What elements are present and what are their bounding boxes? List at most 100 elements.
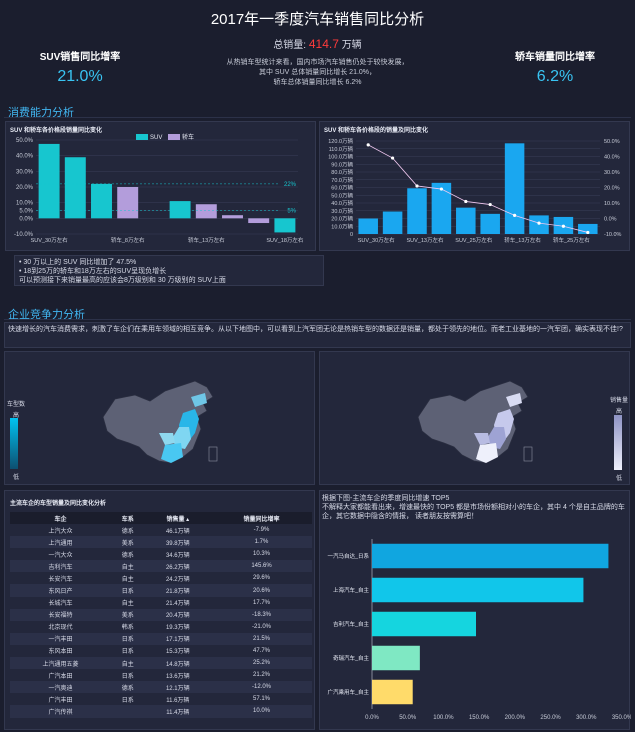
chart1-bar: [117, 187, 139, 219]
table-row: 长安福特 美系 20.4万辆 -18.3%: [10, 608, 312, 621]
table-cell: 17.7%: [253, 599, 271, 606]
table-cell: 一汽大众: [48, 552, 73, 559]
chart3-xtick: 250.0%: [540, 715, 561, 721]
chart1-ytick: -10.0%: [14, 232, 34, 238]
table-cell: 广汽丰田: [48, 697, 73, 704]
chart2-line-point: [366, 143, 370, 147]
table-cell: 日系: [110, 632, 145, 645]
chart3-xtick: 100.0%: [433, 715, 454, 721]
sedan-kpi-label: 轿车销量同比增率: [515, 52, 595, 63]
sales-table: 车企 车系 销售量 ▴ 销量同比增率 上汽大众 德系 46.1万辆 -7.9% 上汽通用 美系 3…: [10, 512, 312, 718]
table-cell: 日系: [121, 649, 134, 656]
table-header-cell: 车企: [10, 512, 111, 524]
table-cell: 自主: [121, 576, 134, 583]
table-row: 长安汽车 自主 24.2万辆 29.6%: [10, 572, 312, 584]
chart1-xtick: SUV_18万左右: [266, 236, 303, 244]
table-header-cell[interactable]: 销售量 ▴: [144, 512, 212, 524]
chart3-category-label: 广汽乘用车_自主: [327, 688, 369, 696]
chart1-bar: [169, 201, 191, 219]
sales-table-panel: 主流车企的车型销量及同比变化分析 车企 车系 销售量 ▴ 销量同比增率 上汽大众 德系 4…: [4, 490, 315, 730]
table-cell: 11.6万辆: [166, 697, 190, 704]
table-cell: 24.2万辆: [165, 576, 190, 583]
chart2-ytick-left: 110.0万辆: [329, 145, 354, 153]
chart2-line: [368, 144, 588, 233]
chart1-bar: [222, 215, 243, 219]
chart2-ytick-left: 0: [350, 232, 353, 238]
map-right-high: 高: [616, 409, 623, 415]
chart2-ytick-left: 120.0万辆: [328, 137, 353, 145]
chart2-svg: 0 10.0万辆20.0万辆30.0万辆40.0万辆50.0万辆60.0万辆70.…: [328, 137, 621, 244]
chart1-bar: [195, 204, 217, 219]
chart3-category-label: 奇瑞汽车_自主: [333, 654, 370, 662]
chart1-ref-label: 22%: [284, 182, 297, 188]
chart2-line-point: [391, 156, 395, 160]
chart2-ytick-right: 10.0%: [604, 201, 620, 207]
chart3-xtick: 150.0%: [469, 715, 490, 721]
chart2-line-point: [415, 184, 419, 188]
chart3-xtick: 50.0%: [399, 715, 417, 721]
chart2-ytick-left: 90.0万辆: [331, 160, 353, 168]
table-cell: 29.6%: [253, 575, 271, 582]
page-title: 2017年一季度汽车销售同比分析: [210, 11, 425, 28]
table-cell: 20.6%: [211, 584, 312, 597]
chart2-line-point: [537, 221, 541, 225]
table-cell: 10.3%: [253, 551, 271, 558]
suv-kpi-label: SUV销售同比增率: [39, 52, 121, 63]
table-cell: 德系: [121, 552, 134, 559]
table-header-cell: 销量同比增率: [211, 512, 312, 524]
table-cell: 东风本田: [48, 649, 73, 656]
description-line: 其中 SUV 总体销量同比增长 21.0%，: [258, 69, 377, 76]
chart1-title: SUV 和轿车各价格段销量同比变化: [10, 128, 103, 134]
top5-line: 根据下图-主流车企的季度同比增速 TOP5: [322, 495, 450, 502]
note-line: • 30 万以上的 SUV 同比增加了 47.5%: [19, 259, 137, 266]
table-cell: 一汽丰田: [10, 632, 111, 645]
chart1-bar: [91, 183, 112, 219]
table-cell: -12.0%: [211, 681, 312, 694]
kpi-description: 从热销车型统计来看，国内市场汽车销售仍处于较快发展， 其中 SUV 总体销量同比…: [190, 58, 445, 88]
table-cell: 长城汽车: [48, 601, 73, 608]
table-row: 东风日产 日系 21.8万辆 20.6%: [10, 584, 312, 597]
table-cell: 13.6万辆: [165, 673, 190, 680]
top5-text: 根据下图-主流车企的季度同比增速 TOP5 不解释大家都能看出来，增速最快的 T…: [322, 494, 628, 521]
table-header-row: 车企 车系 销售量 ▴ 销量同比增率: [10, 512, 312, 524]
map-right-panel: 销售量 高 低: [319, 351, 630, 485]
sedan-kpi-value: 6.2%: [536, 68, 574, 85]
chart2-bar: [382, 211, 403, 234]
table-cell: 自主: [121, 601, 134, 608]
chart2-title: SUV 和轿车各价格段的销量及同比变化: [324, 128, 429, 134]
section-competition: 企业竞争力分析: [8, 309, 85, 321]
chart3-category-label: 吉利汽车_自主: [333, 620, 370, 628]
table-row: 一汽奥迪 德系 12.1万辆 -12.0%: [10, 681, 312, 694]
table-cell: 47.7%: [253, 647, 271, 654]
table-cell: 一汽奥迪: [10, 681, 111, 694]
chart1-legend-swatch: [168, 134, 180, 140]
chart2-xtick: 轿车_25万左右: [553, 236, 590, 244]
note-line: • 18到25万的轿车和18万左右的SUV呈现负增长: [19, 268, 167, 275]
map-right-gradient: [614, 415, 622, 470]
sales-table-wrap: 车企 车系 销售量 ▴ 销量同比增率 上汽大众 德系 46.1万辆 -7.9% 上汽通用 美系 3…: [10, 512, 312, 728]
chart2-bar: [431, 182, 452, 234]
table-cell: 广汽本田: [48, 673, 73, 680]
chart3-category-label: 上海汽车_自主: [333, 586, 370, 594]
chart2-ytick-right: 50.0%: [604, 139, 620, 145]
table-cell: 21.5%: [211, 632, 312, 645]
chart2-ytick-left: 80.0万辆: [331, 168, 353, 176]
chart1-legend-swatch: [136, 134, 148, 140]
section-consumption: 消费能力分析: [8, 107, 74, 119]
chart2-panel: SUV 和轿车各价格段的销量及同比变化 0 10.0万辆 20.0万辆 30.0万辆 4…: [319, 121, 630, 251]
chart3-xtick: 200.0%: [505, 715, 526, 721]
note-line: 可以预测接下来销量最高的应该会8万级别和 30 万级别的 SUV上面: [19, 277, 226, 284]
table-cell: -7.9%: [253, 527, 270, 534]
table-cell: 57.1%: [253, 696, 271, 703]
map-left-legend-title: 车型数: [7, 402, 26, 408]
chart1-svg: -10.0% 0.0%5.0% 10.0% 20.0% 30.0% 40.0% 50.0% 2…: [14, 133, 304, 244]
table-cell: 东风日产: [10, 584, 111, 597]
table-cell: 日系: [121, 697, 134, 704]
chart2-ytick-right: 30.0%: [604, 170, 620, 176]
table-cell: 美系: [110, 536, 145, 549]
description-line: 从热销车型统计来看，国内市场汽车销售仍处于较快发展，: [226, 59, 409, 66]
chart1-ytick: 40.0%: [16, 154, 34, 160]
table-cell: 145.6%: [211, 560, 312, 573]
total-sales: 总销量: 414.7 万辆: [0, 36, 635, 51]
table-cell: 21.8万辆: [144, 584, 212, 597]
